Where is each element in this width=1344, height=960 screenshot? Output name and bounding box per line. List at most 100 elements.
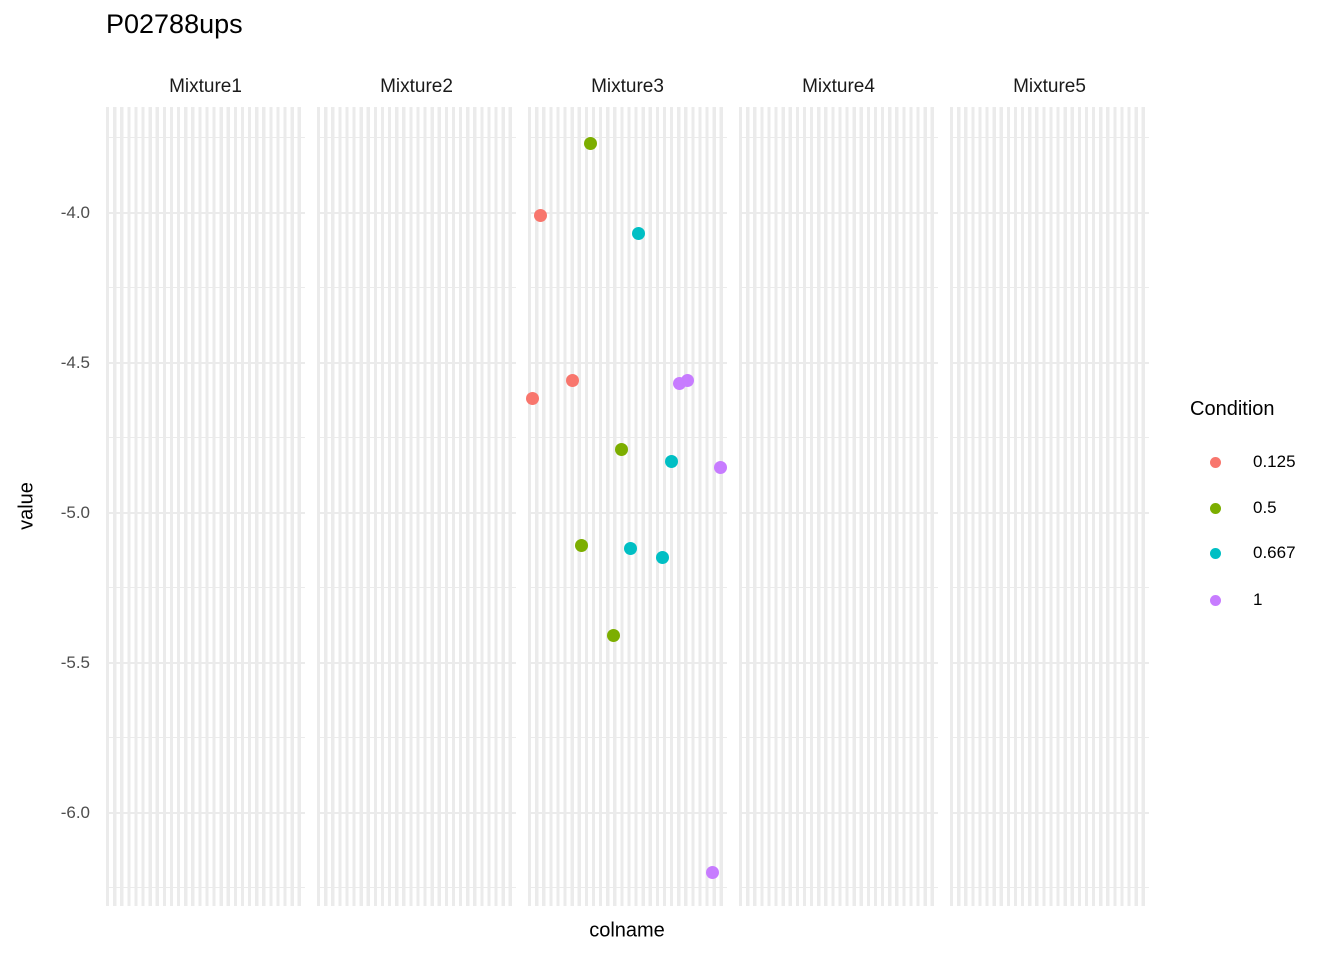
gridline-major [739,661,938,664]
gridline-minor [950,887,1149,889]
data-point-condition-0.667 [664,455,678,469]
gridline-major [106,361,305,364]
gridline-major [950,361,1149,364]
data-point-condition-1 [713,461,727,475]
gridline-major [739,361,938,364]
gridline-minor [950,137,1149,139]
gridline-minor [317,737,516,739]
gridline-major [950,511,1149,514]
data-point-condition-0.5 [583,137,597,151]
gridline-minor [739,437,938,439]
legend-swatch-icon [1210,547,1221,559]
legend-item-label: 0.5 [1253,498,1277,517]
y-tick-label: -4.5 [60,352,90,372]
gridline-minor [950,587,1149,589]
gridline-minor [317,887,516,889]
legend-item-label: 0.667 [1253,543,1296,562]
gridline-major [528,811,727,814]
data-point-condition-0.5 [607,629,621,643]
data-point-condition-1 [705,866,719,880]
gridline-minor [739,887,938,889]
gridline-minor [739,287,938,289]
data-point-condition-0.125 [566,374,580,388]
data-point-condition-0.125 [526,392,540,406]
gridline-major [950,661,1149,664]
gridline-major [528,661,727,664]
legend-swatch-icon [1210,502,1221,514]
data-point-condition-0.5 [615,443,629,457]
gridline-minor [528,587,727,589]
facet-strip-mixture3: Mixture3 [591,76,664,97]
gridline-minor [106,587,305,589]
legend-item-0.5: 0.5 [1190,498,1277,518]
gridline-major [528,361,727,364]
y-tick-label: -5.0 [60,502,90,522]
gridline-minor [106,287,305,289]
facet-strip-mixture2: Mixture2 [380,76,453,97]
panel-mixture1 [106,107,305,906]
gridline-minor [739,137,938,139]
gridline-minor [317,287,516,289]
gridline-minor [106,437,305,439]
x-axis-title: colname [589,919,665,942]
gridline-major [950,211,1149,214]
gridline-major [739,511,938,514]
gridline-minor [950,437,1149,439]
data-point-condition-1 [681,374,695,388]
gridline-minor [528,287,727,289]
legend-item-0.667: 0.667 [1190,543,1296,563]
facet-strip-mixture1: Mixture1 [169,76,242,97]
legend-item-label: 0.125 [1253,452,1296,471]
gridline-major [528,511,727,514]
gridline-minor [528,737,727,739]
gridline-minor [317,137,516,139]
data-point-condition-0.667 [631,227,645,241]
data-point-condition-0.125 [534,209,548,223]
gridline-minor [317,587,516,589]
y-tick-label: -6.0 [60,802,90,822]
gridline-major [528,211,727,214]
legend-item-0.125: 0.125 [1190,452,1296,472]
gridline-minor [950,287,1149,289]
gridline-major [317,661,516,664]
gridline-minor [950,737,1149,739]
legend-title: Condition [1190,398,1275,420]
gridline-minor [317,437,516,439]
gridline-minor [739,587,938,589]
gridline-major [106,511,305,514]
gridline-minor [528,137,727,139]
panel-mixture2 [317,107,516,906]
panel-mixture4 [739,107,938,906]
facet-strip-mixture4: Mixture4 [802,76,875,97]
legend-item-1: 1 [1190,590,1262,610]
plot-title: P02788ups [106,9,243,39]
gridline-minor [739,737,938,739]
y-tick-label: -4.0 [60,202,90,222]
gridline-minor [528,887,727,889]
gridline-major [317,811,516,814]
gridline-major [739,211,938,214]
gridline-major [739,811,938,814]
data-point-condition-0.667 [623,542,637,556]
panel-mixture3 [528,107,727,906]
y-tick-label: -5.5 [60,652,90,672]
gridline-major [317,211,516,214]
panel-mixture5 [950,107,1149,906]
legend-swatch-icon [1210,456,1221,468]
legend-item-label: 1 [1253,590,1263,609]
gridline-major [950,811,1149,814]
data-point-condition-0.5 [575,539,589,553]
gridline-major [106,811,305,814]
gridline-major [317,361,516,364]
gridline-minor [106,137,305,139]
gridline-minor [106,737,305,739]
gridline-major [106,661,305,664]
y-axis-title: value [15,482,38,530]
gridline-minor [106,887,305,889]
data-point-condition-0.667 [656,551,670,565]
legend-swatch-icon [1210,594,1221,606]
gridline-major [317,511,516,514]
facet-strip-mixture5: Mixture5 [1013,76,1086,97]
gridline-minor [528,437,727,439]
gridline-major [106,211,305,214]
